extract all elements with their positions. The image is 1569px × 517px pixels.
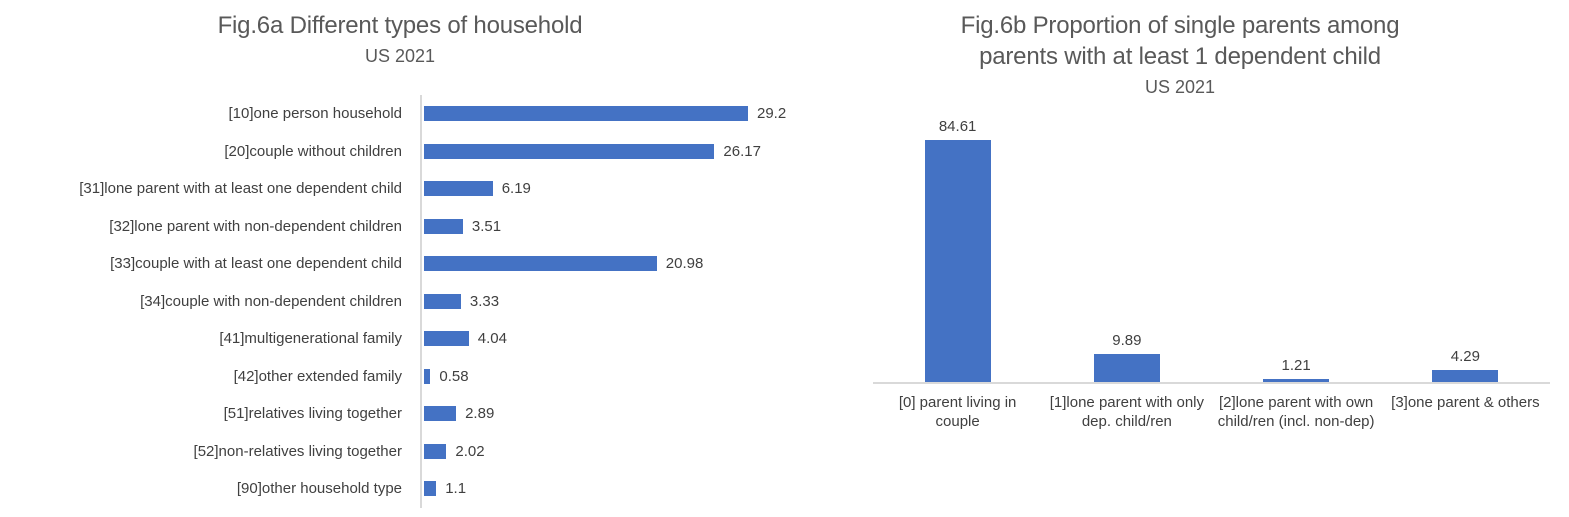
fig6a-bar-track: 20.98	[422, 255, 800, 272]
fig6b-category-label: [3]one parent & others	[1381, 393, 1550, 431]
fig6a-bar-track: 29.2	[422, 105, 800, 122]
fig6a-bar	[424, 443, 447, 459]
fig6a-category-label: [52]non-relatives living together	[193, 442, 402, 460]
fig6b-title-line-1: Fig.6b Proportion of single parents amon…	[960, 12, 1400, 39]
fig6a-bar-row: [32]lone parent with non-dependent child…	[0, 208, 800, 246]
fig6a-category-label: [51]relatives living together	[223, 405, 402, 423]
fig6a-data-label: 6.19	[501, 180, 531, 198]
fig6a-bar	[424, 331, 469, 347]
fig6a-bar-row: [10]one person household 29.2	[0, 95, 800, 133]
fig6b-bar	[924, 140, 991, 382]
fig6b-category-label-text: [2]lone parent with own child/ren (incl.…	[1217, 394, 1375, 430]
fig6b-bar-column: 9.89	[1042, 332, 1211, 382]
fig6a-bar-track: 1.1	[422, 480, 800, 497]
fig6a-plot-area: [10]one person household 29.2 [20]couple w…	[0, 95, 800, 508]
fig6a-bar	[424, 481, 437, 497]
fig6b-data-label: 84.61	[938, 118, 977, 135]
fig6a-bar-row: [33]couple with at least one dependent c…	[0, 245, 800, 283]
fig6a-data-label: 29.2	[757, 105, 787, 123]
fig6a-bar	[424, 256, 657, 272]
fig6a-bar-row: [42]other extended family 0.58	[0, 358, 800, 396]
fig6a-category-label: [10]one person household	[228, 105, 402, 123]
fig6a-bar	[424, 181, 493, 197]
fig6a-bar	[424, 106, 748, 122]
fig6b-subtitle: US 2021	[1144, 77, 1216, 97]
fig6a-category-axis-line	[420, 95, 422, 508]
fig6b-bar-column: 4.29	[1381, 348, 1550, 382]
fig6a-bar-track: 2.02	[422, 443, 800, 460]
fig6b-category-label: [1]lone parent with only dep. child/ren	[1042, 393, 1211, 431]
fig6a-category-label: [33]couple with at least one dependent c…	[110, 255, 402, 273]
fig6b-bar-column: 84.61	[873, 118, 1042, 382]
fig6a-data-label: 3.51	[471, 217, 502, 235]
chart-fig6a: Fig.6a Different types of household US 2…	[0, 12, 800, 508]
fig6a-bar	[424, 293, 461, 309]
fig6a-category-label: [42]other extended family	[233, 367, 402, 385]
fig6a-category-label: [90]other household type	[236, 480, 402, 498]
fig6a-bar-row: [41]multigenerational family 4.04	[0, 320, 800, 358]
fig6a-bar-row: [51]relatives living together 2.89	[0, 395, 800, 433]
fig6a-data-label: 4.04	[477, 330, 507, 348]
fig6b-title-line-2: parents with at least 1 dependent child	[979, 43, 1381, 70]
fig6a-bar-track: 26.17	[422, 143, 800, 160]
fig6a-bar	[424, 368, 431, 384]
fig6b-category-label-text: [1]lone parent with only dep. child/ren	[1049, 394, 1204, 430]
fig6a-data-label: 3.33	[469, 292, 500, 310]
fig6a-title: Fig.6a Different types of household	[217, 12, 583, 39]
fig6a-category-label: [34]couple with non-dependent children	[140, 292, 402, 310]
fig6a-bar	[424, 143, 715, 159]
fig6a-bar-row: [34]couple with non-dependent children 3.…	[0, 283, 800, 321]
fig6b-bar	[1432, 369, 1499, 382]
fig6b-category-label: [0] parent living in couple	[873, 393, 1042, 431]
fig6a-data-label: 2.02	[455, 442, 485, 460]
fig6b-category-label-text: [3]one parent & others	[1391, 394, 1540, 411]
fig6a-bar	[424, 406, 457, 422]
fig6b-bar	[1263, 378, 1330, 382]
fig6b-bar-column: 1.21	[1212, 356, 1381, 382]
fig6b-data-label: 9.89	[1112, 331, 1142, 349]
fig6a-bar-track: 4.04	[422, 330, 800, 347]
fig6a-bar-row: [52]non-relatives living together 2.02	[0, 433, 800, 471]
fig6a-bar-row: [31]lone parent with at least one depend…	[0, 170, 800, 208]
fig6a-bar-rows: [10]one person household 29.2 [20]couple w…	[0, 95, 800, 508]
fig6b-category-label-text: [0] parent living in couple	[898, 394, 1017, 430]
fig6a-bar-track: 0.58	[422, 368, 800, 385]
fig6a-data-label: 2.89	[465, 405, 495, 423]
fig6b-data-label: 4.29	[1450, 347, 1480, 365]
fig6a-category-label: [32]lone parent with non-dependent child…	[109, 217, 402, 235]
fig6a-category-label: [41]multigenerational family	[219, 330, 402, 348]
fig6a-bar	[424, 218, 463, 234]
chart-fig6b: Fig.6b Proportion of single parents amon…	[800, 0, 1560, 431]
fig6b-category-label: [2]lone parent with own child/ren (incl.…	[1212, 393, 1381, 431]
fig6a-data-label: 26.17	[723, 142, 761, 160]
fig6a-data-label: 0.58	[439, 367, 469, 385]
fig6b-plot-area: 84.61 9.89 1.21 4.29	[873, 112, 1550, 384]
fig6b-bar	[1093, 353, 1160, 382]
fig6a-bar-track: 3.33	[422, 293, 800, 310]
fig6a-bar-track: 2.89	[422, 405, 800, 422]
fig6a-bar-track: 3.51	[422, 218, 800, 235]
fig6b-category-axis-labels: [0] parent living in couple [1]lone paren…	[873, 393, 1550, 431]
fig6a-subtitle: US 2021	[364, 46, 436, 66]
fig6a-bar-row: [20]couple without children 26.17	[0, 133, 800, 171]
fig6a-data-label: 20.98	[665, 255, 704, 273]
fig6a-category-label: [31]lone parent with at least one depend…	[79, 180, 402, 198]
fig6a-bar-track: 6.19	[422, 180, 800, 197]
fig6a-bar-row: [90]other household type 1.1	[0, 470, 800, 508]
fig6a-data-label: 1.1	[445, 480, 467, 498]
fig6b-data-label: 1.21	[1281, 356, 1311, 374]
fig6a-category-label: [20]couple without children	[224, 142, 402, 160]
fig6b-title: Fig.6b Proportion of single parents amon…	[800, 10, 1560, 72]
